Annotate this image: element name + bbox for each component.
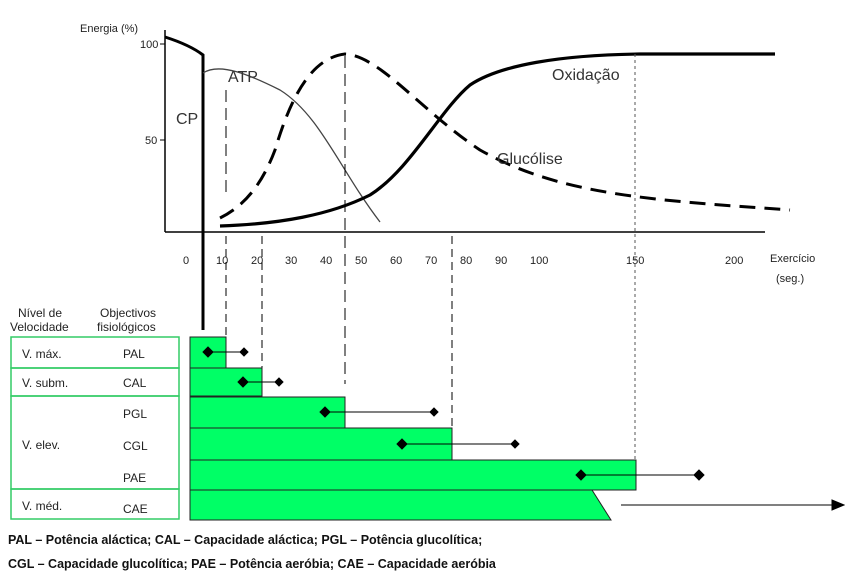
row-code-pae: PAE <box>123 471 146 485</box>
x-axis-unit: (seg.) <box>776 273 804 285</box>
group-vsubm: V. subm. <box>22 376 68 390</box>
x-tick-label-200: 200 <box>725 255 743 267</box>
label-oxidacao: Oxidação <box>552 67 620 84</box>
x-tick-label-30: 30 <box>285 255 297 267</box>
x-tick-label-70: 70 <box>425 255 437 267</box>
header-objectivos-line1: Objectivos <box>100 306 156 320</box>
marker-pal-end <box>239 347 249 357</box>
group-box-vmed <box>10 488 180 520</box>
x-axis-label: Exercício <box>770 253 815 265</box>
glucolise-curve <box>219 52 791 220</box>
chart-axes <box>160 30 765 233</box>
x-tick-label-50: 50 <box>355 255 367 267</box>
marker-pal-start <box>202 346 214 358</box>
header-nivel-line2: Velocidade <box>10 320 69 334</box>
arrow-head-cae <box>831 499 845 511</box>
x-tick-label-60: 60 <box>390 255 402 267</box>
header-objectivos-line2: fisiológicos <box>97 320 156 334</box>
atp-curve <box>202 68 381 223</box>
x-tick-label-40: 40 <box>320 255 332 267</box>
legend-line-2: CGL – Capacidade glucolítica; PAE – Potê… <box>8 557 496 571</box>
label-atp: ATP <box>228 69 258 86</box>
group-vmax: V. máx. <box>22 347 62 361</box>
x-tick-label-0: 0 <box>183 255 189 267</box>
header-nivel-line1: Nível de <box>18 306 62 320</box>
marker-pgl-start <box>319 406 331 418</box>
y-tick-label-100: 100 <box>140 39 158 51</box>
bar-pae <box>189 459 637 491</box>
group-velev: V. elev. <box>22 438 60 452</box>
legend-line-1: PAL – Potência aláctica; CAL – Capacidad… <box>8 533 483 547</box>
label-glucolise: Glucólise <box>497 151 563 168</box>
marker-cgl-end <box>510 439 520 449</box>
marker-pae-start <box>575 469 587 481</box>
x-tick-label-100: 100 <box>530 255 548 267</box>
row-code-pal: PAL <box>123 347 145 361</box>
marker-cal-end <box>274 377 284 387</box>
x-tick-labels: 0 10 20 30 40 50 60 70 80 90 100 150 200 <box>183 255 743 267</box>
bar-pgl <box>189 396 346 429</box>
row-code-pgl: PGL <box>123 407 147 421</box>
x-tick-label-80: 80 <box>460 255 472 267</box>
range-markers <box>202 346 845 511</box>
x-tick-label-90: 90 <box>495 255 507 267</box>
x-tick-label-20: 20 <box>251 255 263 267</box>
y-tick-label-50: 50 <box>145 135 157 147</box>
guide-lines <box>225 54 636 460</box>
marker-cal-start <box>237 376 249 388</box>
marker-pae-end <box>693 469 705 481</box>
row-code-cae: CAE <box>123 502 148 516</box>
cp-curve <box>164 35 205 330</box>
oxidacao-curve <box>219 52 775 228</box>
bars <box>189 336 637 521</box>
table-frame <box>10 336 180 520</box>
group-vmed: V. méd. <box>22 499 62 513</box>
label-cp: CP <box>176 111 198 128</box>
x-tick-label-10: 10 <box>216 255 228 267</box>
marker-pgl-end <box>429 407 439 417</box>
row-code-cal: CAL <box>123 376 147 390</box>
bar-cae <box>189 489 612 521</box>
marker-cgl-start <box>396 438 408 450</box>
y-axis-label: Energia (%) <box>80 23 138 35</box>
row-code-cgl: CGL <box>123 439 148 453</box>
